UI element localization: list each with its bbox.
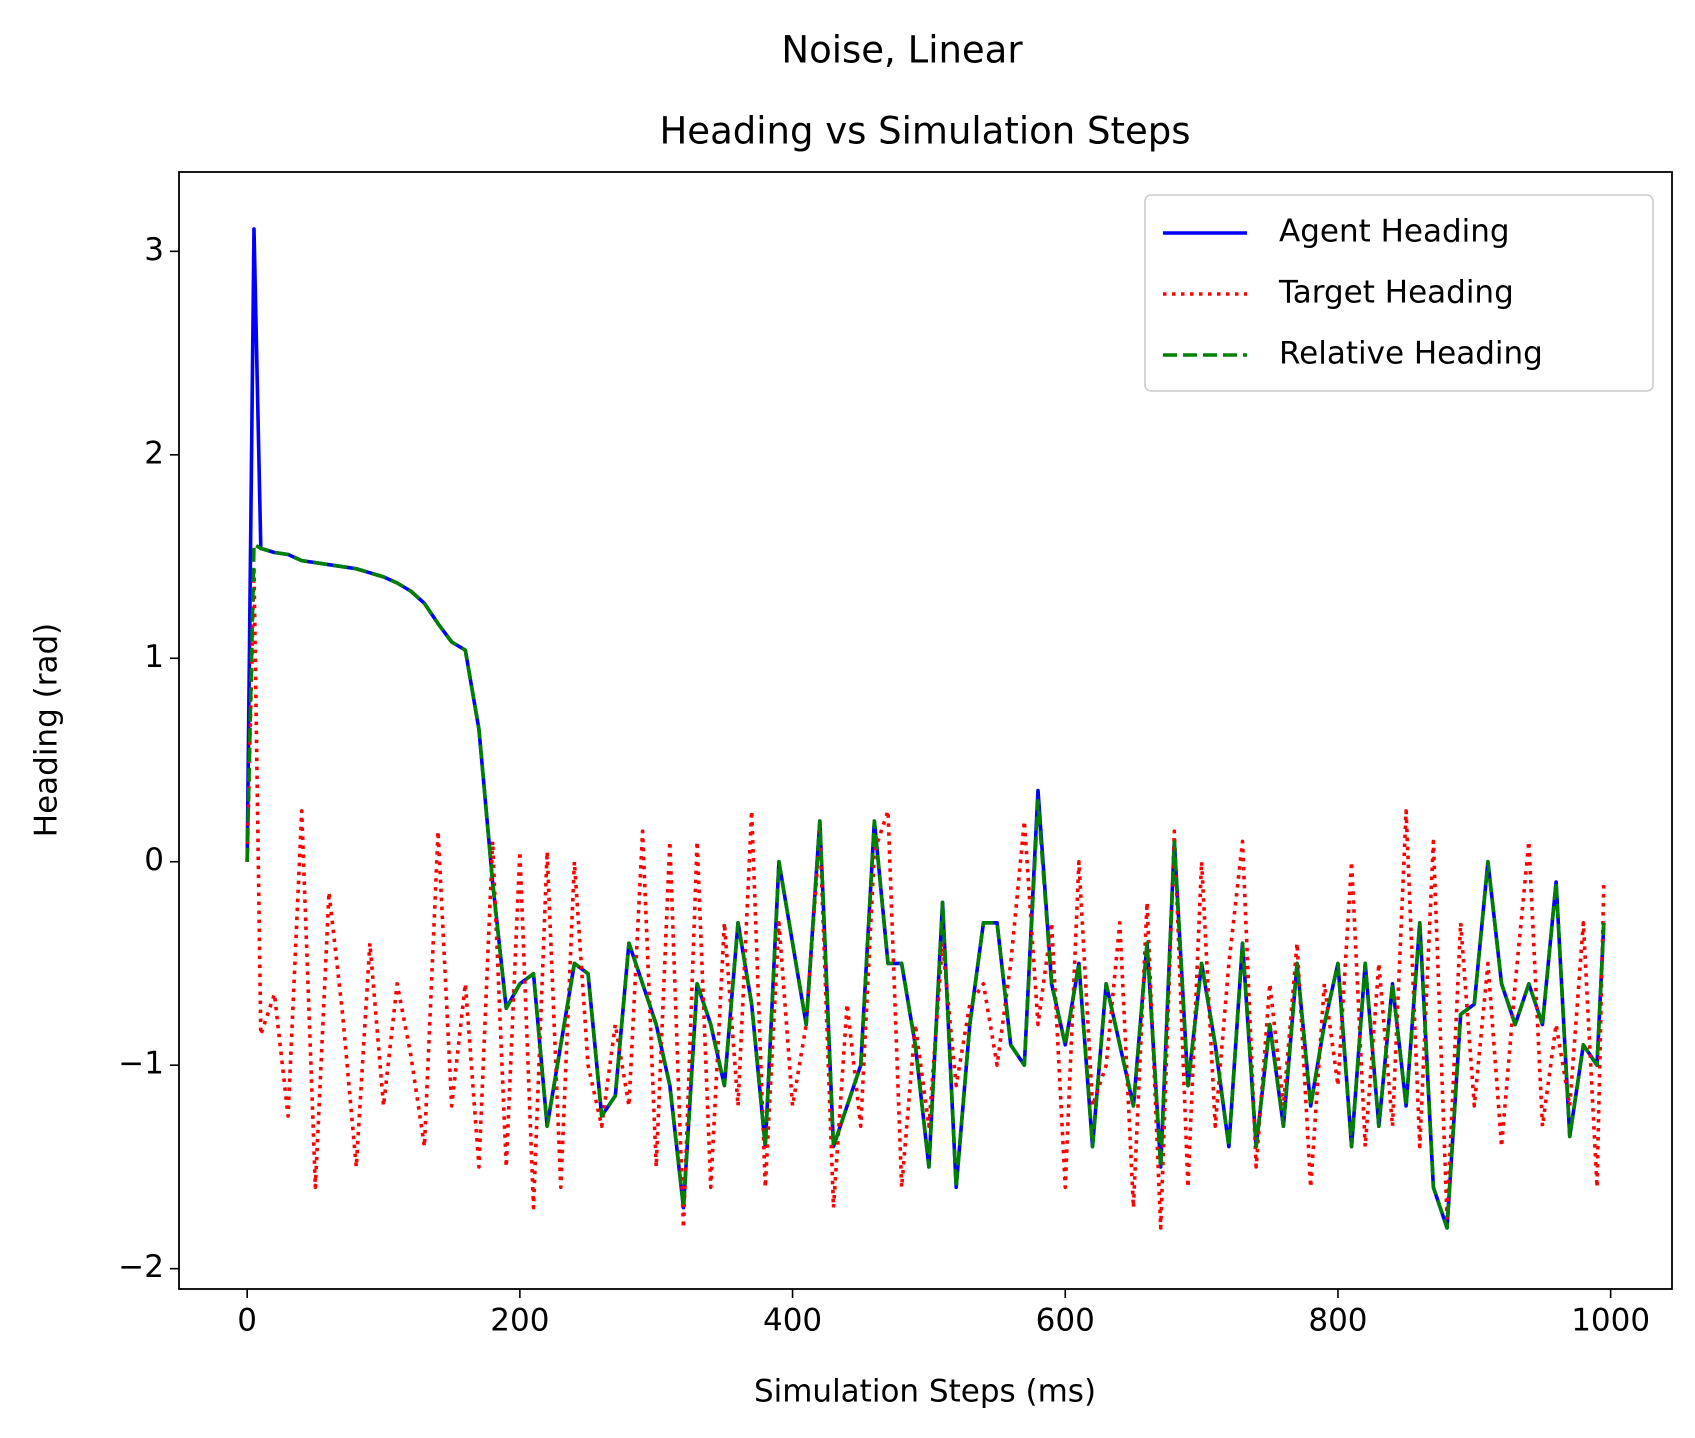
x-tick-label: 400 [763,1303,822,1339]
x-tick-label: 0 [237,1303,257,1339]
legend-box [1144,194,1654,392]
x-axis-label: Simulation Steps (ms) [754,1374,1096,1410]
x-tick-label: 800 [1308,1303,1367,1339]
legend-label: Target Heading [1278,275,1514,311]
y-tick-label: −1 [118,1046,164,1082]
y-tick-label: 3 [144,232,164,268]
plot-frame [178,171,1673,1290]
x-tick-label: 600 [1036,1303,1095,1339]
chart-title: Heading vs Simulation Steps [659,110,1190,153]
suptitle: Noise, Linear [781,29,1023,72]
x-tick-label: 200 [490,1303,549,1339]
y-tick-label: −2 [118,1249,164,1285]
y-tick-label: 2 [144,435,164,471]
legend-label: Agent Heading [1279,214,1510,250]
x-tick-label: 1000 [1571,1303,1650,1339]
legend-label: Relative Heading [1279,336,1543,372]
y-tick-label: 1 [144,639,164,675]
series-line [245,542,1606,1230]
series-line [245,564,1606,1230]
y-tick-label: 0 [144,842,164,878]
y-axis-label: Heading (rad) [29,623,65,837]
